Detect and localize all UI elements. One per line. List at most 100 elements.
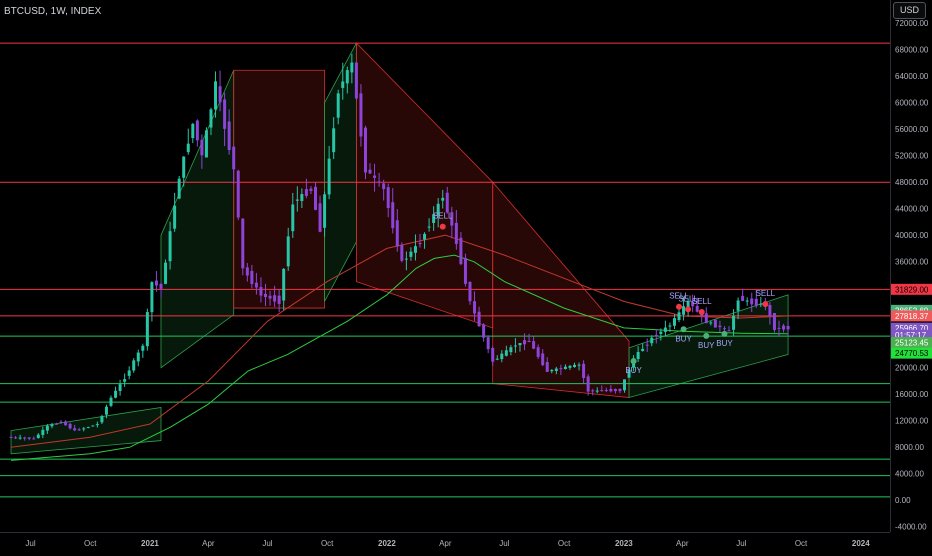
candle-body — [654, 334, 658, 337]
candle-body — [118, 384, 122, 391]
candle-body — [600, 390, 604, 392]
price-badge-label: 24770.53 — [895, 349, 929, 358]
candle-body — [559, 368, 563, 370]
buy-signal-dot — [680, 326, 687, 333]
price-badge-label: 31829.00 — [895, 285, 929, 294]
candle-body — [204, 130, 208, 158]
candle-body — [395, 220, 399, 247]
candle-body — [173, 205, 177, 229]
candle-body — [732, 315, 736, 330]
candle-body — [759, 303, 763, 305]
candle-body — [168, 231, 172, 262]
candle-body — [386, 187, 390, 209]
candle-body — [686, 301, 690, 308]
candle-body — [641, 348, 645, 351]
candle-body — [9, 436, 13, 438]
sell-signal-dot — [698, 309, 705, 316]
time-tick-label: 2023 — [615, 539, 633, 548]
candle-body — [50, 424, 54, 427]
candle-body — [191, 123, 195, 139]
buy-signal-label: BUY — [698, 341, 715, 350]
trend-band-bull — [160, 70, 235, 369]
candle-body — [668, 325, 672, 327]
candle-body — [300, 194, 304, 202]
candle-body — [663, 327, 667, 332]
price-badge — [891, 337, 932, 349]
candle-body — [463, 257, 467, 284]
price-axis[interactable]: 72000.00 68000.00 64000.00 60000.00 56000.00… — [890, 0, 932, 532]
candle-body — [68, 423, 72, 429]
candle-body — [672, 318, 676, 326]
candle-body — [691, 301, 695, 307]
sell-signal-dot — [685, 306, 692, 313]
candle-body — [427, 226, 431, 228]
time-tick-label: Oct — [321, 539, 334, 548]
price-tick-label: -4000.00 — [895, 523, 927, 532]
time-tick-label: Jul — [25, 539, 35, 548]
sell-signal-label: SELL — [433, 212, 453, 221]
buy-signal-label: BUY — [675, 334, 692, 343]
candle-body — [636, 352, 640, 360]
candle-body — [54, 423, 58, 425]
candle-body — [500, 353, 504, 360]
candle-body — [327, 158, 331, 195]
price-tick-label: 60000.00 — [895, 99, 929, 108]
time-axis[interactable]: Jul Oct 2021 Apr Jul Oct 2022 Apr Jul Oct 2023 Apr J… — [0, 532, 890, 551]
candle-body — [150, 282, 154, 313]
candle-body — [273, 295, 277, 302]
price-tick-label: 12000.00 — [895, 417, 929, 426]
candle-body — [95, 424, 99, 426]
candle-body — [577, 364, 581, 366]
candle-body — [41, 429, 45, 435]
candle-body — [722, 328, 726, 330]
candle-body — [736, 300, 740, 311]
candle-body — [768, 305, 772, 317]
candle-body — [709, 322, 713, 324]
candle-body — [127, 370, 131, 376]
candle-body — [695, 305, 699, 312]
candle-body — [418, 242, 422, 245]
candle-body — [195, 120, 199, 141]
price-tick-label: 72000.00 — [895, 19, 929, 28]
trend-band-bear — [355, 42, 494, 329]
candle-body — [18, 437, 22, 439]
chart-plot-area[interactable]: SELL BUY SELL SELL SELL BUY BUY BUY SELL BTCUSD,… — [0, 0, 890, 532]
candle-body — [718, 325, 722, 328]
candle-body — [345, 70, 349, 84]
candle-body — [491, 348, 495, 362]
candle-body — [713, 319, 717, 328]
candle-body — [573, 364, 577, 368]
moving_average-line — [10, 234, 789, 448]
candle-body — [468, 281, 472, 302]
trend-band-bear — [233, 69, 325, 309]
candle-body — [336, 93, 340, 118]
candle-body — [332, 128, 336, 153]
candle-body — [745, 300, 749, 302]
candle-body — [645, 344, 649, 346]
time-tick-label: Oct — [795, 539, 808, 548]
sell-signal-label: SELL — [669, 292, 689, 301]
candle-body — [341, 81, 345, 88]
candle-body — [509, 347, 513, 353]
candle-body — [73, 428, 77, 431]
candle-body — [59, 421, 63, 423]
candle-body — [100, 416, 104, 423]
candle-body — [482, 324, 486, 338]
moving_average_2-line — [10, 254, 789, 461]
candle-body — [513, 345, 517, 347]
price-tick-label: 64000.00 — [895, 72, 929, 81]
candle-body — [436, 203, 440, 216]
currency-button[interactable]: USD — [893, 2, 926, 19]
candle-body — [82, 428, 86, 430]
candle-body — [286, 236, 290, 267]
candle-body — [245, 267, 249, 276]
candle-body — [391, 202, 395, 229]
candle-body — [368, 169, 372, 174]
candle-body — [373, 175, 377, 178]
candle-body — [227, 121, 231, 151]
candle-body — [236, 170, 240, 218]
candle-body — [91, 425, 95, 427]
candle-body — [109, 397, 113, 406]
sell-signal-label: SELL — [756, 289, 776, 298]
